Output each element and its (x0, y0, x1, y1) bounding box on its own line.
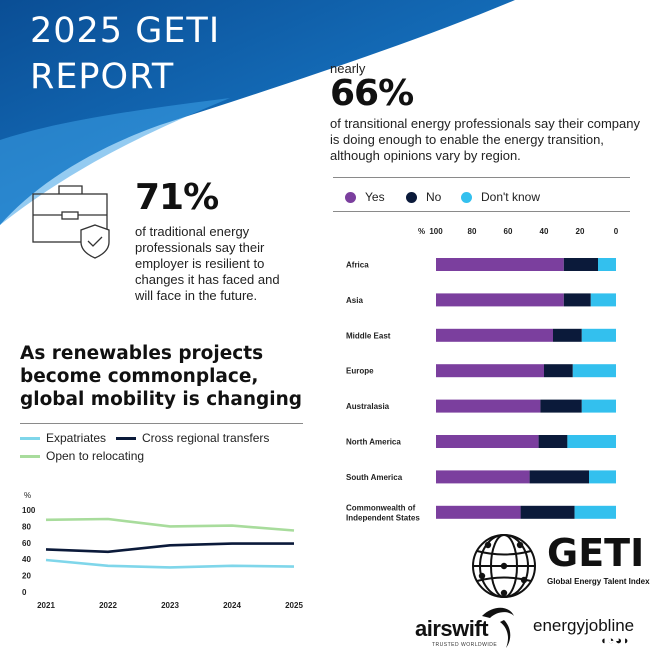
header-banner (0, 0, 515, 225)
legend-swatch (20, 436, 40, 440)
series-line-expatriates (45, 558, 295, 569)
category-label: Middle East (346, 331, 391, 340)
legend-expatriates: Expatriates (20, 431, 106, 445)
legend-swatch (20, 454, 40, 458)
airswift-logo-text: airswift (415, 616, 489, 641)
x-tick-label: 2023 (161, 601, 179, 610)
category-label: Africa (346, 261, 369, 270)
bar-segment-yes (436, 435, 539, 448)
bar-segment-don-t-know (572, 364, 616, 378)
legend-no: No (406, 190, 441, 204)
legend-label: No (426, 190, 442, 204)
bar-segment-don-t-know (590, 293, 616, 307)
category-label: Independent States (346, 513, 420, 522)
bar-segment-yes (436, 364, 544, 378)
divider-bar-legend (333, 211, 630, 212)
legend-swatch (345, 191, 356, 203)
legend-label: Don't know (481, 190, 540, 204)
x-tick-label: 2022 (99, 601, 117, 610)
legend-swatch (116, 436, 136, 440)
bar-segment-don-t-know (598, 258, 616, 271)
bar-segment-yes (436, 328, 553, 342)
divider-mobility (20, 423, 303, 424)
x-tick-label: 20 (576, 227, 585, 236)
y-tick-label: 100 (22, 506, 36, 515)
bar-segment-don-t-know (589, 470, 616, 484)
series-line-open-to-relocating (45, 517, 295, 532)
bar-segment-no (529, 470, 589, 484)
bar-segment-no (563, 258, 598, 271)
bar-segment-yes (436, 399, 541, 413)
main-stat-prefix: nearly (330, 61, 366, 76)
y-tick-label: 20 (22, 572, 31, 581)
legend-label: Open to relocating (46, 449, 145, 463)
legend-label: Cross regional transfers (142, 431, 270, 445)
geti-logo-subtitle: Global Energy Talent Index (547, 577, 650, 586)
bar-segment-no (553, 328, 582, 342)
legend-cross-regional: Cross regional transfers (116, 431, 269, 445)
x-tick-label: 40 (540, 227, 549, 236)
bar-segment-don-t-know (567, 435, 616, 448)
bar-segment-no (544, 364, 573, 378)
y-axis-unit: % (24, 491, 31, 500)
bar-segment-yes (436, 505, 521, 519)
report-title-line2: REPORT (30, 57, 175, 97)
legend-label: Yes (365, 190, 385, 204)
x-tick-label: 100 (429, 227, 443, 236)
bar-segment-yes (436, 470, 530, 484)
globe-logo-icon (472, 534, 536, 598)
side-stat-text: of traditional energy professionals say … (135, 224, 280, 303)
bar-segment-don-t-know (581, 399, 616, 413)
category-label: Commonwealth of (346, 503, 416, 512)
category-label: Australasia (346, 402, 390, 411)
mobility-headline: As renewables projects become commonplac… (20, 343, 302, 410)
y-tick-label: 40 (22, 555, 31, 564)
legend-dont-know: Don't know (461, 190, 540, 204)
category-label: North America (346, 438, 401, 447)
legend-yes: Yes (345, 190, 385, 204)
x-axis-unit: % (418, 227, 425, 236)
y-tick-label: 0 (22, 588, 27, 597)
side-stat-value: 71% (135, 177, 219, 218)
bar-segment-don-t-know (581, 328, 616, 342)
bar-segment-no (563, 293, 591, 307)
category-label: Europe (346, 367, 374, 376)
bar-segment-yes (436, 258, 564, 271)
bar-segment-no (540, 399, 582, 413)
x-tick-label: 60 (504, 227, 513, 236)
geti-logo-text: GETI (547, 531, 645, 575)
category-label: South America (346, 473, 403, 482)
category-label: Asia (346, 296, 363, 305)
mobility-line-chart: % 100 80 60 40 20 0 2021 2022 2023 2024 2025 (22, 491, 303, 610)
divider-top-right (333, 177, 630, 178)
x-tick-label: 2025 (285, 601, 303, 610)
legend-open-to-relocating: Open to relocating (20, 449, 144, 463)
legend-swatch (406, 191, 417, 203)
energyjobline-logo-mark: ◖◔◕◗ (600, 635, 631, 647)
main-stat-text: of transitional energy professionals say… (330, 116, 640, 163)
main-stat-value: 66% (330, 73, 414, 114)
y-tick-label: 80 (22, 522, 31, 531)
legend-swatch (461, 191, 472, 203)
series-line-cross-regional-transfers (45, 542, 294, 554)
bar-segment-no (538, 435, 568, 448)
x-tick-label: 2021 (37, 601, 55, 610)
bar-segment-don-t-know (574, 505, 616, 519)
airswift-tagline: TRUSTED WORLDWIDE (432, 642, 498, 648)
legend-label: Expatriates (46, 431, 107, 445)
report-title-line1: 2025 GETI (30, 11, 221, 51)
bar-segment-no (520, 505, 575, 519)
bar-segment-yes (436, 293, 564, 307)
y-tick-label: 60 (22, 539, 31, 548)
regional-bar-chart: % 100 80 60 40 20 0 Africa Asia Middle East Europe… (346, 227, 619, 522)
x-tick-label: 0 (614, 227, 619, 236)
energyjobline-logo-text: energyjobline (533, 616, 635, 635)
x-tick-label: 80 (468, 227, 477, 236)
x-tick-label: 2024 (223, 601, 241, 610)
airswift-swoosh-icon (482, 607, 514, 648)
briefcase-shield-icon (32, 185, 110, 259)
